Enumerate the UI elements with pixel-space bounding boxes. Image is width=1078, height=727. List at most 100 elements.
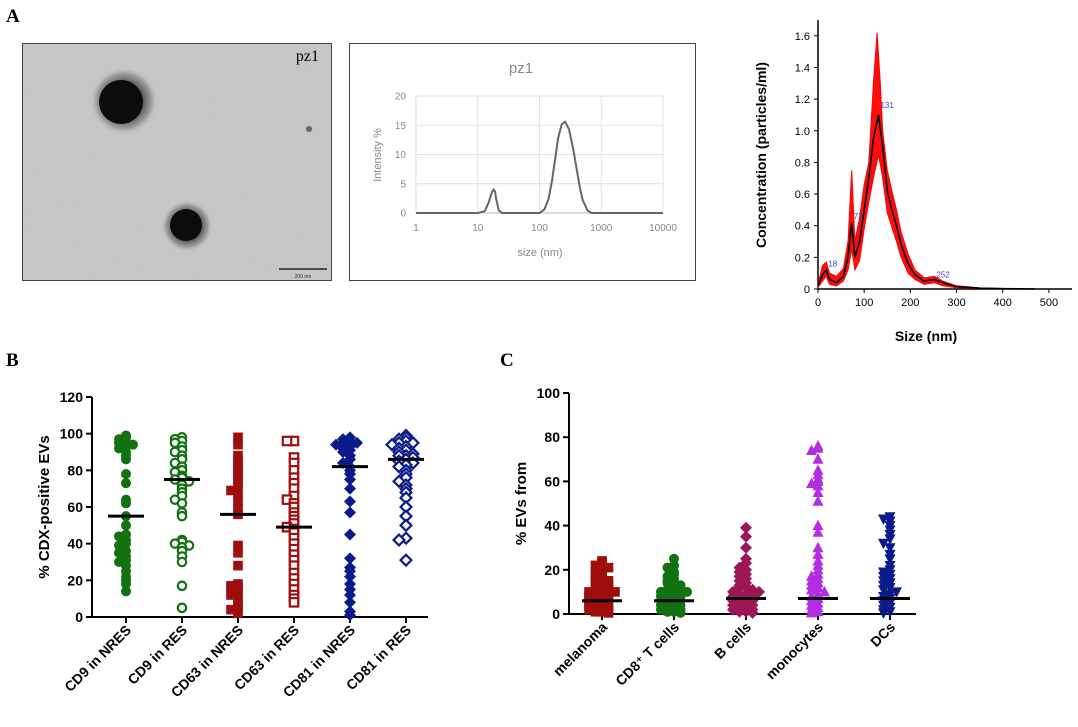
panelC-x-tick-label: monocytes <box>763 619 827 683</box>
panelB-data-point <box>344 495 356 508</box>
nta-x-tick-label: 500 <box>1040 297 1058 309</box>
panelB-data-point <box>226 485 236 496</box>
panelB-data-point <box>233 491 243 501</box>
panelC-data-point <box>597 606 607 617</box>
panelC-data-point <box>812 541 824 553</box>
dls-x-axis-label: size (nm) <box>517 247 562 259</box>
panelB-data-point <box>233 432 243 443</box>
panelB-y-tick-label: 0 <box>75 609 83 625</box>
panelB-y-tick-label: 60 <box>67 499 83 515</box>
panelB-data-point <box>121 469 131 479</box>
panelC-data-point <box>746 606 759 619</box>
panelB-data-point <box>121 498 131 509</box>
panelC-data-point <box>878 538 889 550</box>
dls-x-tick-label: 10 <box>472 223 484 234</box>
panelB-data-point <box>176 498 188 509</box>
panelC-data-point <box>597 558 607 568</box>
panelC-y-axis-label: % EVs from <box>513 462 530 545</box>
panelC-data-point <box>806 477 817 489</box>
panelC-data-point <box>610 587 620 597</box>
panelC-data-point <box>584 604 594 615</box>
nta-y-tick-label: 0.8 <box>795 157 810 169</box>
vesicle <box>170 209 202 241</box>
panelB-data-point <box>121 454 131 465</box>
nta-y-tick-label: 1.6 <box>795 31 810 43</box>
panelB-data-point <box>114 540 124 551</box>
panelC-data-point <box>812 581 824 592</box>
tem-label: pz1 <box>295 48 319 65</box>
panelB-data-point <box>233 439 243 450</box>
panelB-data-point <box>344 596 356 609</box>
panelC-x-tick-label: B cells <box>711 619 754 662</box>
panelB-y-tick-label: 80 <box>67 462 83 478</box>
nta-x-tick-label: 100 <box>855 297 873 309</box>
dls-x-tick-label: 100 <box>531 223 548 234</box>
panelB-data-point <box>288 597 300 608</box>
dls-chart-frame <box>349 43 696 281</box>
panelB-y-tick-label: 40 <box>67 536 83 552</box>
nta-peak-label: 18 <box>828 259 837 268</box>
panelC-data-point <box>603 584 614 595</box>
panelB-data-point <box>233 496 243 507</box>
panelB-data-point <box>226 584 236 595</box>
nta-x-axis-label: Size (nm) <box>895 328 957 344</box>
panelC-data-point <box>812 495 824 506</box>
panelC-data-point <box>603 608 614 618</box>
panelB-data-point <box>233 548 243 558</box>
panelB-data-point <box>399 553 413 568</box>
panelB-data-point <box>121 586 131 597</box>
vesicle <box>99 80 143 124</box>
panelB-data-point <box>392 459 406 474</box>
nta-y-tick-label: 1.4 <box>795 62 810 74</box>
panelB-data-point <box>344 506 356 519</box>
panelC-data-point <box>740 541 752 554</box>
panelC-x-tick-label: melanoma <box>550 619 610 679</box>
panelC-data-point <box>812 453 824 464</box>
dls-x-tick-label: 1 <box>413 223 419 234</box>
panelB-data-point <box>233 472 243 483</box>
panelC-data-point <box>733 605 746 618</box>
nta-peak-label: 73 <box>854 212 863 221</box>
dls-y-tick-label: 10 <box>395 150 407 161</box>
panelB-data-point <box>226 590 236 600</box>
nta-y-tick-label: 0.4 <box>795 221 810 233</box>
panelC-y-tick-label: 60 <box>544 473 560 489</box>
tem-micrograph: 200 nm pz1 <box>22 43 332 281</box>
panelB-data-point <box>344 570 356 583</box>
panelC-data-point <box>878 608 889 619</box>
tem-image: 200 nm <box>23 44 331 280</box>
panelB-data-point <box>121 478 131 489</box>
panelC-data-point <box>740 521 752 534</box>
panelB-data-point <box>176 602 188 614</box>
panelC-x-tick-label: CD8⁺ T cells <box>612 619 682 689</box>
panelC-data-point <box>597 582 607 593</box>
panelC-data-point <box>590 560 601 571</box>
panelC-x-tick-label: DCs <box>867 619 898 650</box>
panelC-data-point <box>812 442 824 453</box>
nta-peak-label: 131 <box>880 101 894 110</box>
nta-y-tick-label: 0 <box>804 284 810 296</box>
dls-y-tick-label: 20 <box>395 92 407 103</box>
panelB-data-point <box>176 556 188 568</box>
nta-x-tick-label: 0 <box>815 297 821 309</box>
dls-y-tick-label: 15 <box>395 121 407 132</box>
panelC-y-tick-label: 20 <box>544 562 560 578</box>
panelB-data-point <box>233 482 243 492</box>
panelB-y-tick-label: 20 <box>67 572 83 588</box>
panelB-data-point <box>344 609 356 622</box>
panelB-data-point <box>233 540 243 551</box>
panelC-data-point <box>590 582 601 593</box>
nta-y-tick-label: 1.2 <box>795 94 810 106</box>
panel-letter-c: C <box>500 350 514 371</box>
dls-y-axis-label: Intensity % <box>372 128 384 182</box>
panelB-data-point <box>176 510 188 522</box>
dls-y-tick-label: 5 <box>400 179 406 190</box>
panelC-data-point <box>884 543 896 554</box>
panelC-data-point <box>806 444 817 455</box>
nta-y-tick-label: 0.6 <box>795 189 810 201</box>
panelC-data-point <box>812 479 824 491</box>
panel-letter-a: A <box>6 6 20 27</box>
panelC-data-point <box>806 606 817 618</box>
dls-x-tick-label: 10000 <box>649 223 677 234</box>
panelC-data-point <box>662 606 673 617</box>
